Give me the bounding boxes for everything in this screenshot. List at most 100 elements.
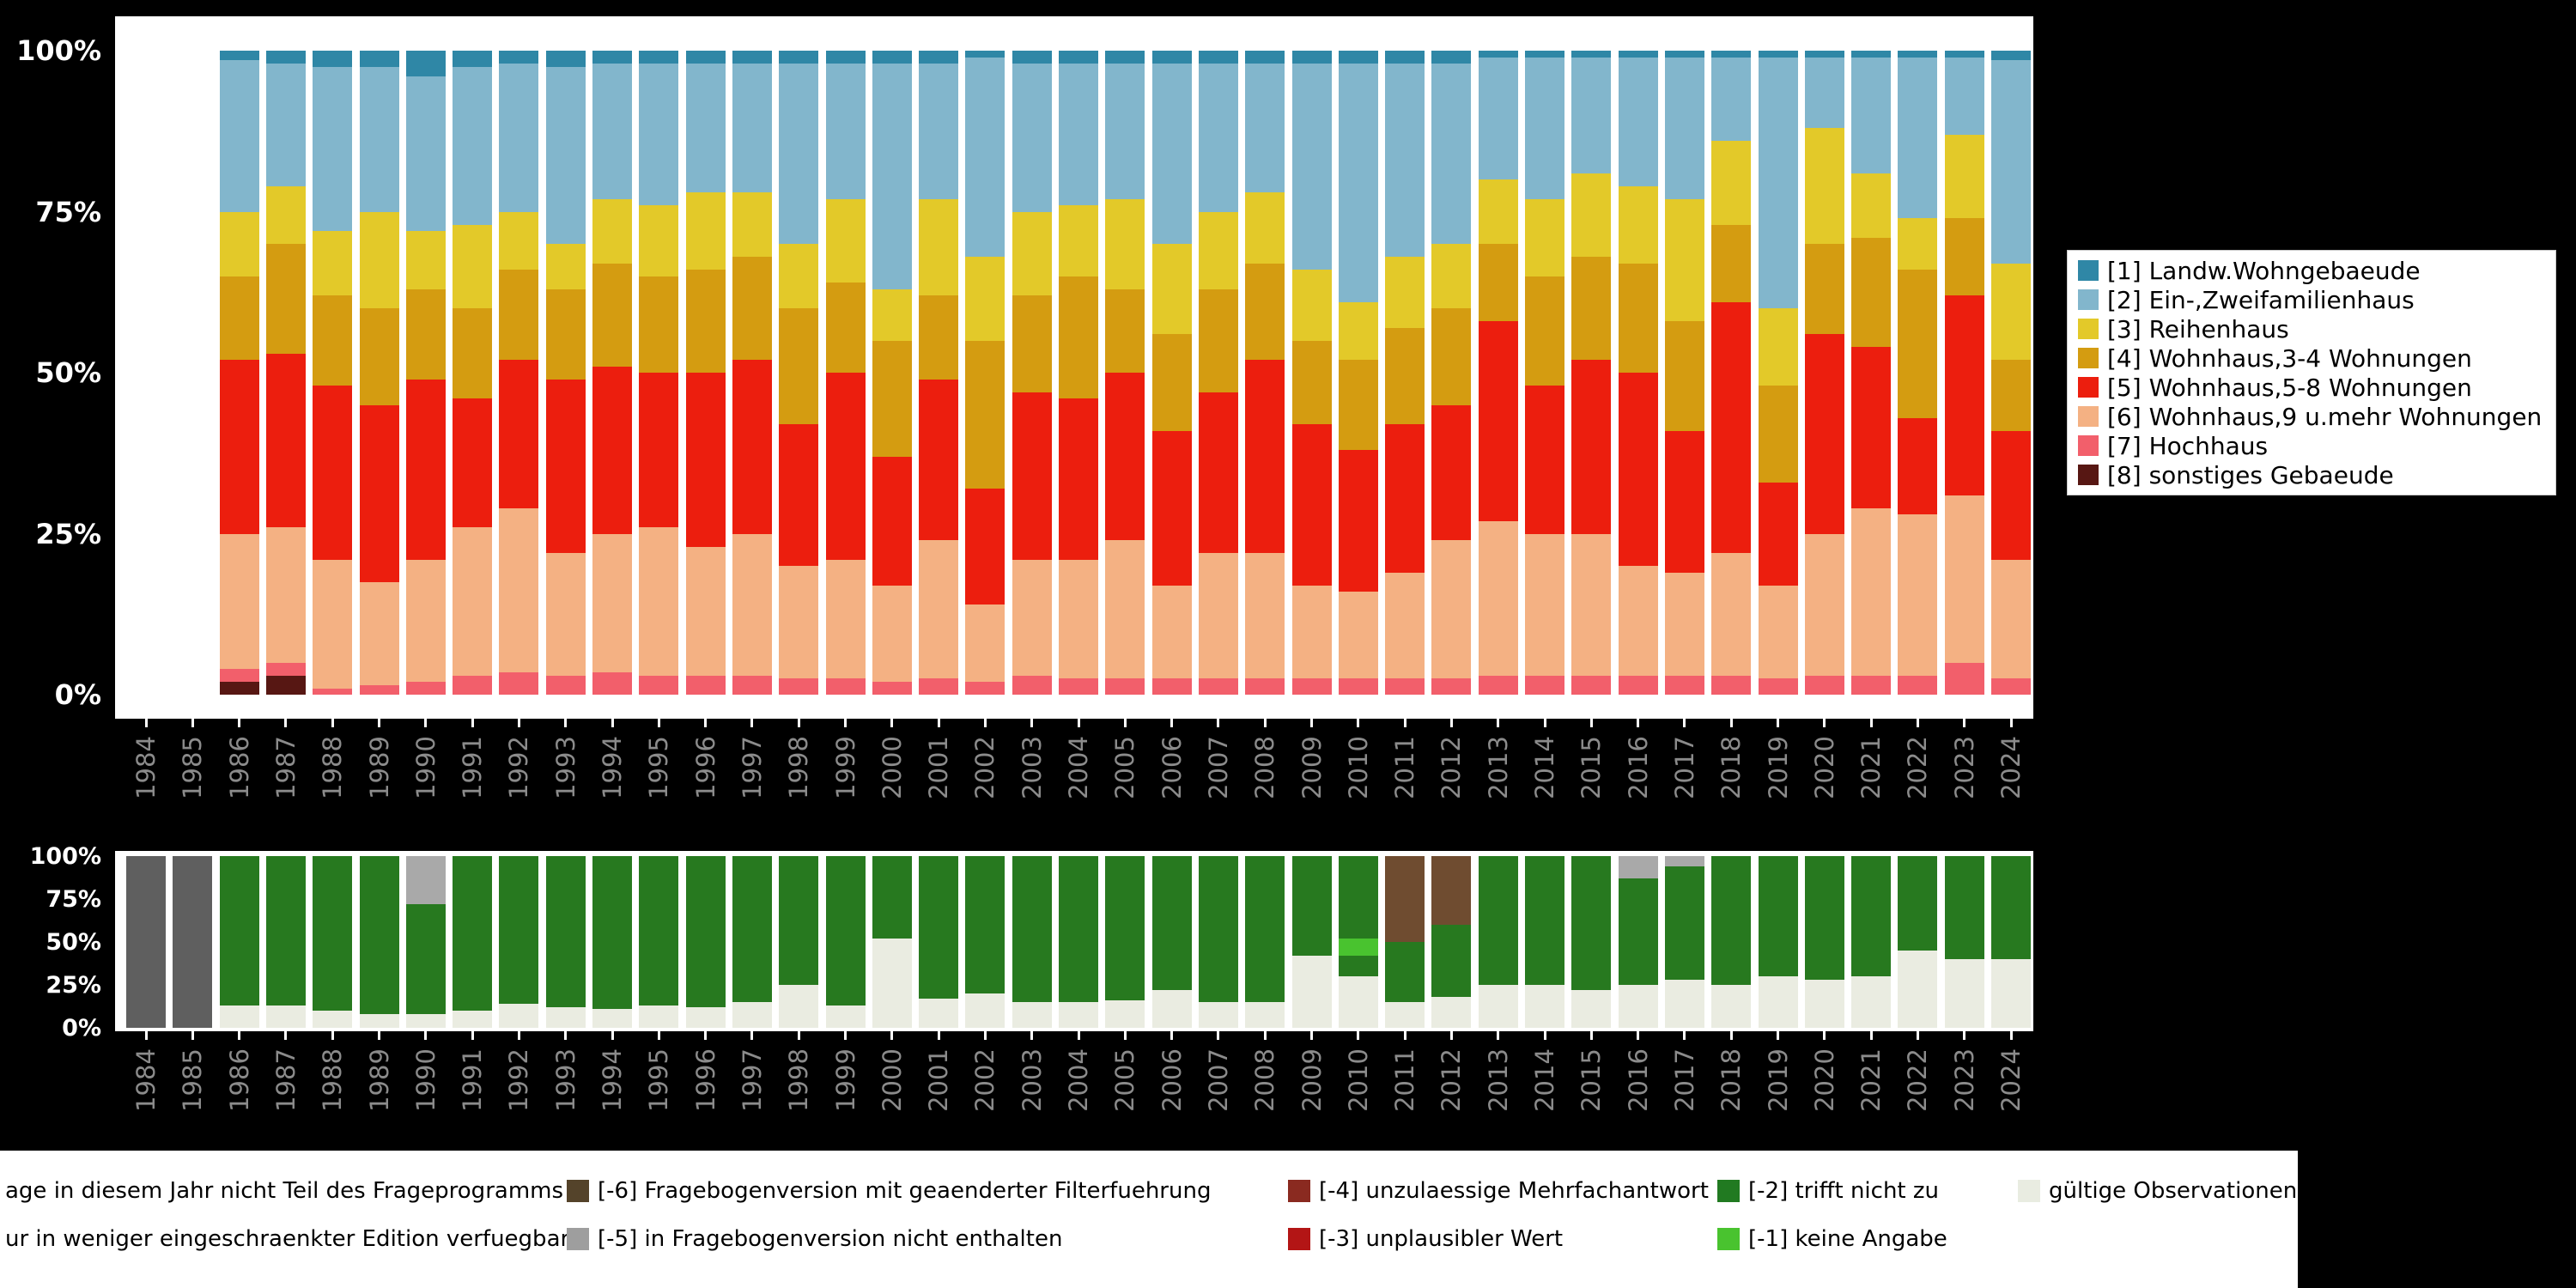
missing-bar-segment — [313, 856, 353, 1011]
category-bar-segment — [1245, 263, 1285, 360]
top-x-axis-year-label: 2015 — [1577, 736, 1607, 799]
top-x-axis-tick — [890, 719, 894, 727]
top-x-axis-tick — [471, 719, 474, 727]
missing-bar-segment — [1431, 856, 1472, 925]
missing-bar-segment — [685, 1007, 726, 1028]
category-legend-label: [8] sonstiges Gebaeude — [2107, 460, 2394, 489]
category-bar-segment — [405, 682, 446, 695]
missing-bar-segment — [779, 985, 819, 1028]
category-bar-segment — [1711, 141, 1752, 225]
category-bar-segment — [359, 51, 399, 67]
missing-bar-segment — [1431, 925, 1472, 997]
top-x-axis-tick — [1357, 719, 1360, 727]
bottom-x-axis-tick — [1403, 1031, 1406, 1040]
category-bar-segment — [1991, 51, 2031, 61]
missing-bar-segment — [1478, 985, 1518, 1028]
category-bar-segment — [1012, 295, 1052, 392]
category-bar-segment — [265, 675, 306, 695]
category-bar-segment — [1991, 559, 2031, 679]
missing-bar-segment — [639, 856, 679, 1005]
category-bar-segment — [1478, 179, 1518, 244]
category-bar-segment — [1571, 173, 1612, 257]
category-bar-segment — [965, 57, 1005, 257]
category-bar-segment — [1898, 218, 1938, 270]
top-x-axis-tick — [1637, 719, 1640, 727]
category-bar-segment — [1245, 678, 1285, 695]
category-bar-segment — [1664, 321, 1704, 431]
category-bar-segment — [1291, 424, 1332, 586]
category-bar-segment — [1571, 675, 1612, 695]
missing-bar-segment — [453, 856, 493, 1011]
category-bar-segment — [779, 51, 819, 64]
category-bar-segment — [1711, 51, 1752, 58]
category-bar-segment — [1478, 51, 1518, 58]
category-bar-segment — [1012, 64, 1052, 212]
category-bar-segment — [499, 51, 539, 64]
category-bar-segment — [1059, 398, 1098, 560]
category-bar-segment — [685, 270, 726, 373]
category-bar-segment — [1105, 51, 1145, 64]
category-bar-segment — [359, 308, 399, 405]
missing-legend-label: [-4] unzulaessige Mehrfachantwort — [1319, 1178, 1709, 1204]
category-bar-segment — [545, 66, 586, 244]
missing-bar-segment — [1851, 856, 1892, 976]
category-legend-item: [3] Reihenhaus — [2078, 314, 2555, 343]
top-y-axis-label: 75% — [35, 195, 101, 228]
top-x-axis-year-label: 1987 — [270, 736, 301, 799]
category-bar-segment — [1944, 662, 1984, 695]
category-bar-segment — [1338, 450, 1378, 592]
category-bar-segment — [1245, 51, 1285, 64]
category-bar-segment — [1711, 675, 1752, 695]
category-bar-segment — [1478, 244, 1518, 321]
category-bar-segment — [1758, 585, 1798, 679]
category-bar-segment — [1198, 553, 1238, 679]
category-bar-segment — [219, 51, 259, 61]
category-bar-segment — [219, 211, 259, 276]
bottom-x-axis-year-label: 1999 — [830, 1048, 860, 1112]
top-x-axis-year-label: 2021 — [1856, 736, 1886, 799]
category-bar-segment — [779, 678, 819, 695]
bottom-x-axis-year-label: 2019 — [1763, 1048, 1793, 1112]
category-bar-segment — [1105, 289, 1145, 373]
category-bar-segment — [1758, 482, 1798, 586]
missing-bar-segment — [965, 993, 1005, 1028]
bottom-x-axis-tick — [1916, 1031, 1919, 1040]
missing-legend-swatch — [1717, 1228, 1740, 1250]
category-bar-segment — [1245, 360, 1285, 553]
category-bar-segment — [1664, 572, 1704, 676]
missing-legend-label: ur in weniger eingeschraenkter Edition v… — [5, 1226, 570, 1252]
top-x-axis-year-label: 1997 — [737, 736, 767, 799]
category-bar-segment — [499, 211, 539, 270]
category-bar-segment — [1291, 585, 1332, 679]
missing-bar-segment — [592, 856, 632, 1009]
missing-bar-segment — [1478, 856, 1518, 985]
category-bar-segment — [1198, 51, 1238, 64]
category-bar-segment — [405, 51, 446, 76]
bottom-x-axis-tick — [1683, 1031, 1686, 1040]
top-x-axis-tick — [238, 719, 241, 727]
category-bar-segment — [1431, 540, 1472, 679]
category-bar-segment — [1618, 185, 1658, 264]
category-bar-segment — [1245, 553, 1285, 679]
top-x-axis-tick — [564, 719, 568, 727]
bottom-x-axis-year-label: 2007 — [1203, 1048, 1233, 1112]
missing-bar-segment — [592, 1009, 632, 1028]
category-bar-segment — [1431, 308, 1472, 405]
category-bar-segment — [1338, 301, 1378, 360]
missing-bar-segment — [1012, 1002, 1052, 1028]
category-bar-segment — [1711, 553, 1752, 676]
missing-bar-segment — [919, 856, 959, 999]
missing-bar-segment — [1571, 990, 1612, 1028]
category-bar-segment — [965, 257, 1005, 341]
category-bar-segment — [545, 553, 586, 676]
bottom-x-axis-tick — [1729, 1031, 1733, 1040]
category-bar-segment — [453, 66, 493, 225]
category-bar-segment — [453, 398, 493, 527]
bottom-x-axis-year-label: 2013 — [1483, 1048, 1513, 1112]
top-x-axis-tick — [1963, 719, 1966, 727]
top-x-axis-year-label: 2010 — [1343, 736, 1373, 799]
category-bar-segment — [639, 205, 679, 276]
category-legend-item: [4] Wohnhaus,3-4 Wohnungen — [2078, 343, 2555, 373]
category-bar-segment — [1385, 257, 1425, 328]
category-bar-segment — [1618, 373, 1658, 566]
